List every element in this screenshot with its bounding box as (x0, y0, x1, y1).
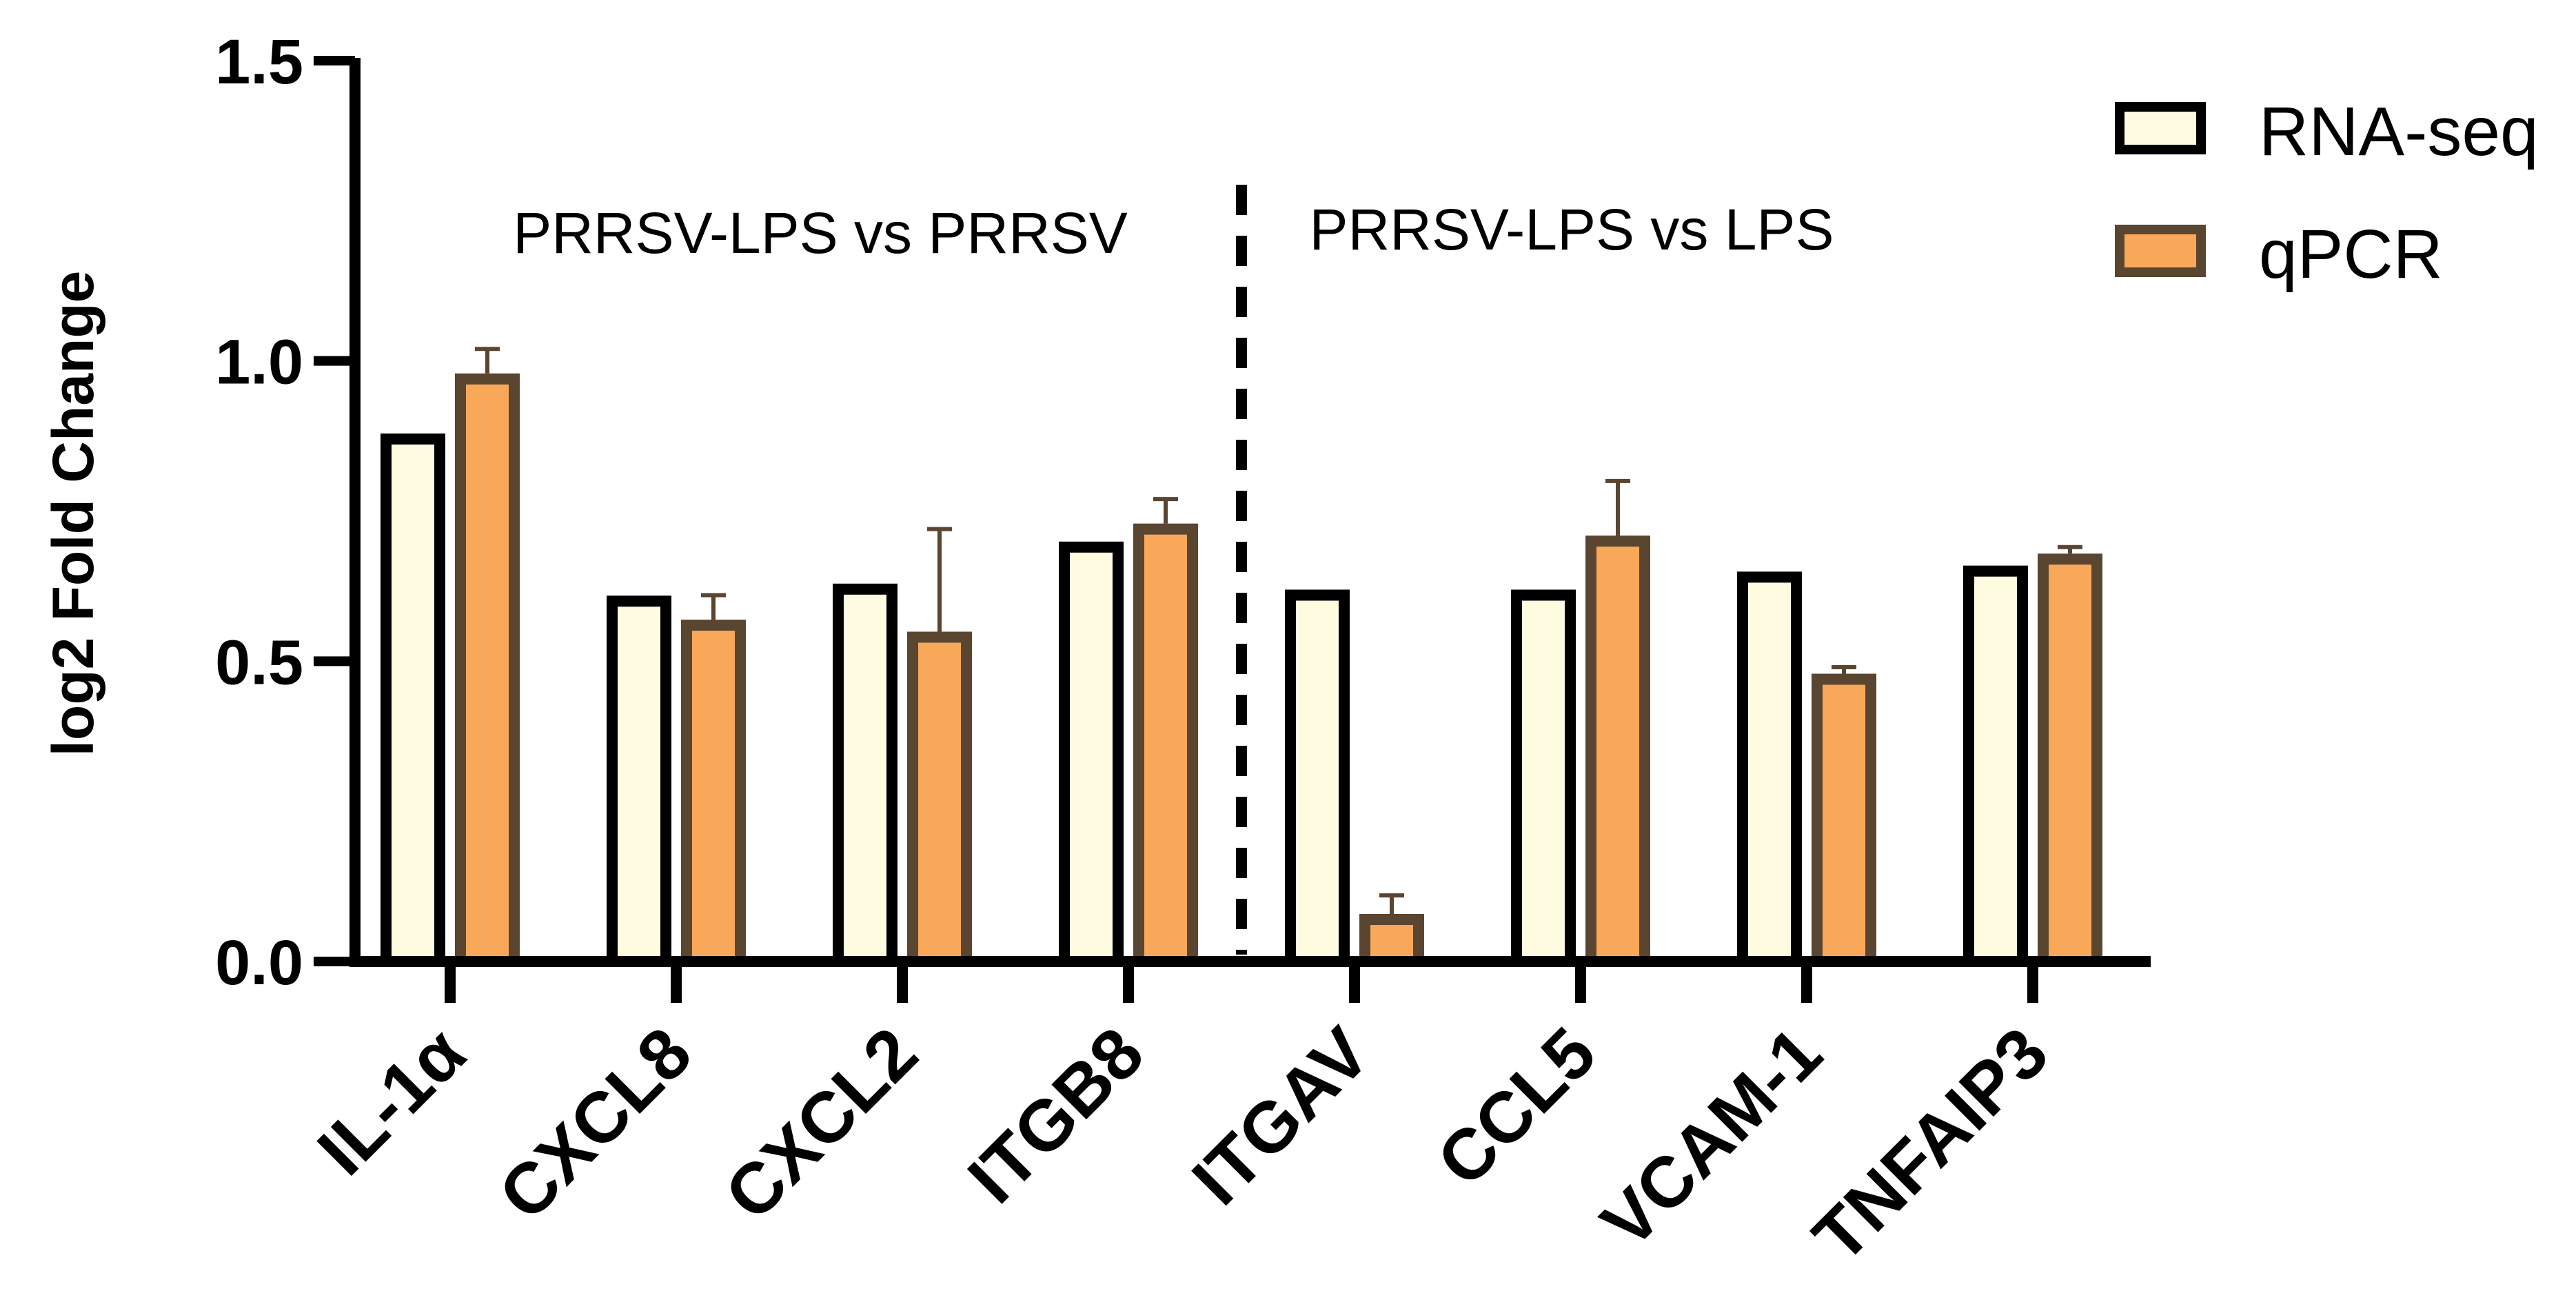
bar-qpcr-itgav (1359, 914, 1424, 968)
bar-rna-seq-itgav (1285, 589, 1350, 967)
bar-rna-seq-cxcl2 (833, 583, 897, 967)
y-tick-label-0-5: 0.5 (215, 627, 303, 698)
bar-rna-seq-cxcl8 (607, 596, 671, 967)
y-axis-title: log2 Fold Change (41, 271, 105, 757)
bar-rna-seq-itgb8 (1059, 541, 1124, 967)
bar-rna-seq-vcam-1 (1737, 571, 1802, 967)
annotation-prrsv-lps-vs-prrsv: PRRSV-LPS vs PRRSV (513, 201, 1128, 265)
bar-qpcr-il-1 (455, 373, 520, 967)
y-tick-label-1-5: 1.5 (215, 27, 303, 97)
bar-qpcr-tnfaip3 (2038, 553, 2102, 967)
bar-qpcr-ccl5 (1585, 536, 1650, 967)
bar-qpcr-itgb8 (1133, 523, 1198, 967)
legend-swatch-qpcr (2115, 225, 2206, 277)
bar-rna-seq-tnfaip3 (1963, 565, 2028, 967)
bar-qpcr-cxcl8 (681, 620, 746, 967)
bar-rna-seq-ccl5 (1511, 589, 1576, 967)
y-tick-label-0-0: 0.0 (215, 928, 303, 998)
y-tick-label-1-0: 1.0 (215, 327, 303, 398)
bar-qpcr-cxcl2 (907, 631, 972, 967)
bar-qpcr-vcam-1 (1812, 673, 1876, 967)
bar-rna-seq-il-1 (381, 433, 445, 967)
legend-label-qpcr: qPCR (2259, 216, 2443, 293)
annotation-prrsv-lps-vs-lps: PRRSV-LPS vs LPS (1310, 197, 1834, 262)
legend: RNA-seq qPCR (2115, 93, 2539, 293)
bars-layer (381, 347, 2102, 968)
legend-swatch-rna-seq (2115, 102, 2206, 154)
legend-label-rna-seq: RNA-seq (2259, 93, 2539, 170)
